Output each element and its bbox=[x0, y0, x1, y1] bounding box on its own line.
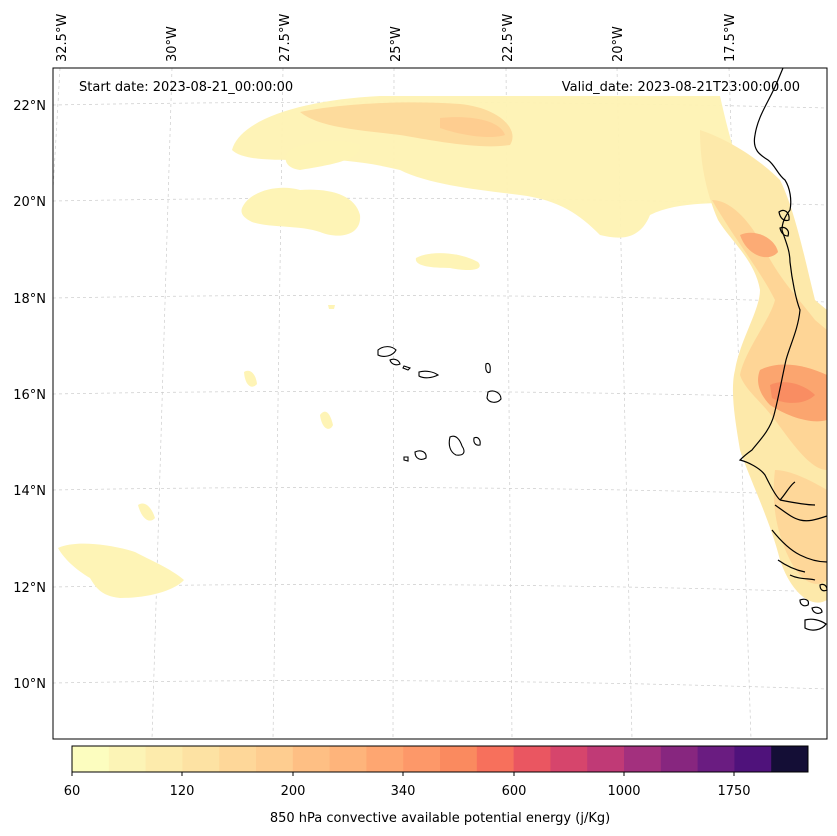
colorbar: 60 120 200 340 600 1000 1750 850 hPa con… bbox=[64, 745, 809, 826]
coastline-dakar-island bbox=[778, 209, 790, 222]
colorbar-tick-labels: 60 120 200 340 600 1000 1750 bbox=[64, 784, 751, 799]
island-santa-luzia bbox=[402, 365, 412, 371]
cape-contour-fill bbox=[58, 96, 827, 603]
start-date-label: Start date: 2023-08-21_00:00:00 bbox=[79, 80, 293, 95]
map-panel bbox=[52, 67, 828, 740]
cape-coastal-high-3 bbox=[770, 382, 815, 403]
colorbar-tick-120: 120 bbox=[170, 784, 195, 799]
lat-label-16n: 16°N bbox=[13, 388, 46, 403]
colorbar-cell bbox=[292, 746, 331, 772]
cape-band-north-peak bbox=[440, 117, 505, 138]
colorbar-cell bbox=[660, 746, 699, 772]
colorbar-cell bbox=[697, 746, 735, 772]
colorbar-cell bbox=[513, 746, 551, 772]
cape-patch-3 bbox=[415, 253, 480, 270]
island-boa-vista bbox=[486, 390, 502, 403]
island-fogo bbox=[414, 450, 427, 460]
colorbar-cell bbox=[366, 746, 404, 772]
colorbar-ticks bbox=[71, 772, 735, 776]
meridian-gridlines bbox=[52, 67, 752, 740]
coastline-main bbox=[738, 67, 801, 501]
coastline-guinea-bissau bbox=[771, 529, 828, 581]
map-frame bbox=[52, 67, 828, 740]
colorbar-cells bbox=[72, 746, 809, 772]
colorbar-cell bbox=[550, 746, 588, 772]
cape-patch-1 bbox=[285, 140, 361, 170]
lon-label-30w: 30°W bbox=[165, 26, 180, 62]
latitude-labels: 22°N 20°N 18°N 16°N 14°N 12°N 10°N bbox=[13, 99, 46, 692]
coastline-bijagos-3 bbox=[804, 618, 827, 631]
colorbar-cell bbox=[771, 746, 809, 772]
colorbar-cell bbox=[256, 746, 294, 772]
cape-band-north-core bbox=[300, 102, 513, 147]
colorbar-tick-340: 340 bbox=[391, 784, 416, 799]
coastline-north-inlet bbox=[779, 226, 790, 237]
cape-patch-5 bbox=[320, 411, 333, 429]
colorbar-tick-60: 60 bbox=[64, 784, 81, 799]
lon-label-20w: 20°W bbox=[611, 26, 626, 62]
cape-patch-6 bbox=[138, 503, 155, 521]
island-sal bbox=[485, 362, 491, 374]
coastline-bijagos-1 bbox=[799, 598, 810, 607]
colorbar-cell bbox=[624, 746, 662, 772]
cape-patch-4 bbox=[244, 370, 257, 387]
colorbar-cell bbox=[734, 746, 772, 772]
cape-patch-7 bbox=[58, 543, 184, 598]
colorbar-cell bbox=[587, 746, 625, 772]
island-sao-vicente bbox=[389, 358, 401, 366]
colorbar-cell bbox=[145, 746, 183, 772]
lat-label-14n: 14°N bbox=[13, 484, 46, 499]
lat-label-22n: 22°N bbox=[13, 99, 46, 114]
lon-label-32-5w: 32.5°W bbox=[55, 14, 70, 62]
lon-label-22-5w: 22.5°W bbox=[501, 14, 516, 62]
colorbar-tick-600: 600 bbox=[502, 784, 527, 799]
cape-patch-8 bbox=[328, 305, 335, 309]
coastline-gambia bbox=[779, 481, 816, 506]
lon-label-27-5w: 27.5°W bbox=[278, 14, 293, 62]
lat-label-18n: 18°N bbox=[13, 292, 46, 307]
cabo-verde-islands bbox=[377, 346, 502, 462]
cape-coastal-south bbox=[773, 470, 827, 584]
island-sao-nicolau bbox=[418, 370, 440, 379]
coastline-bijagos-2 bbox=[811, 606, 823, 614]
lat-label-20n: 20°N bbox=[13, 195, 46, 210]
island-brava bbox=[403, 456, 409, 462]
cape-band-north bbox=[232, 96, 760, 238]
cape-coastal-high-1 bbox=[740, 232, 778, 258]
colorbar-tick-200: 200 bbox=[281, 784, 306, 799]
colorbar-frame bbox=[71, 745, 809, 773]
colorbar-tick-1000: 1000 bbox=[607, 784, 640, 799]
colorbar-cell bbox=[440, 746, 478, 772]
colorbar-cell bbox=[476, 746, 515, 772]
colorbar-cell bbox=[403, 746, 441, 772]
african-coastline bbox=[738, 67, 828, 631]
colorbar-cell bbox=[219, 746, 257, 772]
colorbar-cell bbox=[108, 746, 147, 772]
colorbar-title: 850 hPa convective available potential e… bbox=[270, 811, 610, 826]
lat-label-12n: 12°N bbox=[13, 581, 46, 596]
island-maio bbox=[473, 436, 481, 446]
colorbar-cell bbox=[329, 746, 367, 772]
lat-label-10n: 10°N bbox=[13, 677, 46, 692]
colorbar-tick-1750: 1750 bbox=[717, 784, 750, 799]
valid-date-label: Valid_date: 2023-08-21T23:00:00.00 bbox=[562, 80, 800, 95]
cape-patch-2 bbox=[241, 187, 361, 236]
island-santiago bbox=[448, 435, 465, 456]
longitude-labels: 32.5°W 30°W 27.5°W 25°W 22.5°W 20°W 17.5… bbox=[55, 14, 738, 62]
coastline-casamance bbox=[774, 504, 828, 522]
lon-label-17-5w: 17.5°W bbox=[723, 14, 738, 62]
lon-label-25w: 25°W bbox=[389, 26, 404, 62]
colorbar-cell bbox=[72, 746, 110, 772]
island-santo-antao bbox=[377, 346, 397, 357]
colorbar-cell bbox=[182, 746, 220, 772]
